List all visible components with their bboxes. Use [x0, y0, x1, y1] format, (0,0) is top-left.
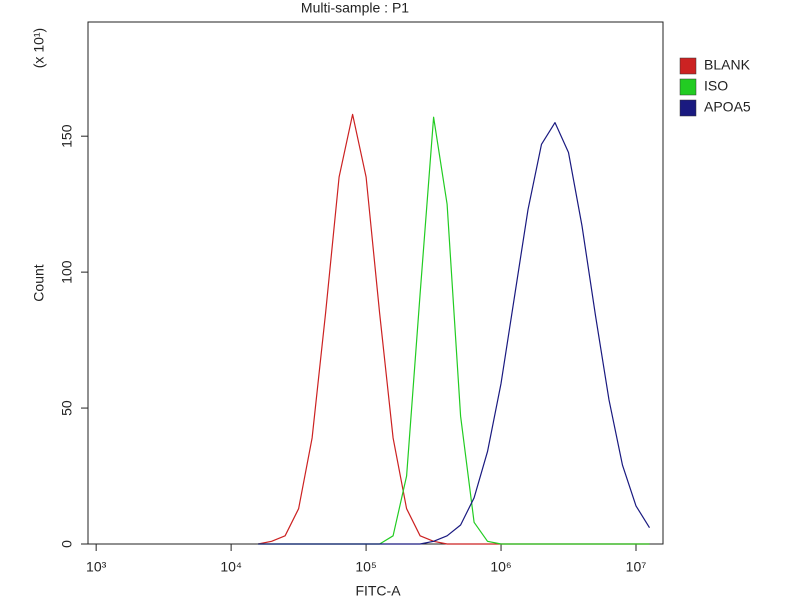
x-tick-label: 10³ — [86, 559, 107, 575]
x-tick-label: 10⁷ — [626, 559, 647, 575]
legend-swatch — [679, 99, 697, 117]
y-tick-label: 0 — [59, 540, 75, 548]
series-line — [258, 116, 650, 545]
x-tick-label: 10⁴ — [220, 559, 242, 575]
chart-title: Multi-sample : P1 — [301, 0, 409, 16]
legend-label: APOA5 — [704, 99, 751, 115]
series-line — [258, 122, 651, 545]
plot-frame — [87, 21, 664, 545]
legend-label: BLANK — [704, 57, 751, 73]
legend-swatch — [679, 57, 697, 75]
x-axis-label: FITC-A — [355, 583, 401, 599]
y-tick-label: 50 — [59, 400, 75, 416]
x-tick-label: 10⁶ — [490, 559, 511, 575]
series-line — [257, 113, 650, 545]
y-tick-label: 150 — [59, 124, 75, 148]
y-tick-label: 100 — [59, 260, 75, 284]
y-axis-label: Count — [31, 264, 47, 301]
legend-label: ISO — [704, 78, 728, 94]
y-multiplier: (x 10¹) — [31, 28, 47, 68]
x-tick-label: 10⁵ — [355, 559, 376, 575]
legend-swatch — [679, 78, 697, 96]
